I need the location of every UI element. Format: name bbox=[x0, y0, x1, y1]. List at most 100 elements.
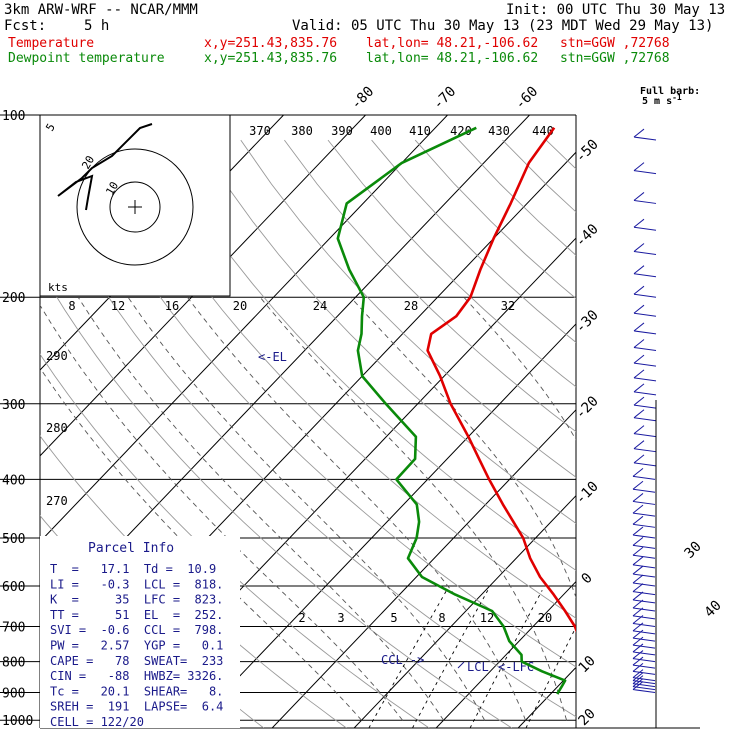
pressure-label: 200 bbox=[2, 291, 25, 306]
wind-barb-flag bbox=[633, 192, 645, 201]
wind-barb bbox=[633, 433, 657, 438]
dewpoint-station: stn=GGW ,72768 bbox=[560, 51, 670, 66]
wind-barb-flag bbox=[633, 339, 645, 348]
parcel-info-row: SREH = 191 LAPSE= 6.4 bbox=[50, 700, 223, 714]
wind-barb-flag bbox=[633, 409, 645, 419]
wind-barb bbox=[633, 404, 657, 409]
wind-barb-flag bbox=[632, 681, 644, 690]
isotherm-line bbox=[517, 666, 576, 728]
ccl-marker: CCL -> bbox=[381, 653, 424, 667]
wind-barb bbox=[633, 377, 657, 382]
isotherm-label: 0 bbox=[579, 570, 596, 587]
height-label: 270 bbox=[46, 494, 68, 508]
dry-adiabat-label: 430 bbox=[488, 124, 510, 138]
wind-barb bbox=[632, 630, 656, 635]
hodograph-speed-label: 32 bbox=[501, 299, 515, 313]
dry-adiabat-line bbox=[40, 268, 513, 728]
parcel-info-row: K = 35 LFC = 823. bbox=[50, 593, 223, 607]
wind-barb bbox=[632, 689, 656, 694]
wind-barb-flag bbox=[632, 678, 644, 687]
wind-barb-flag bbox=[632, 622, 644, 632]
isotherm-line bbox=[435, 580, 576, 728]
wind-barb-flag bbox=[632, 615, 644, 624]
wind-barb-flag bbox=[633, 454, 645, 464]
wind-barb bbox=[633, 330, 657, 335]
wind-barb bbox=[632, 591, 656, 596]
isotherm-label: -50 bbox=[573, 137, 602, 166]
dewpoint-profile bbox=[336, 126, 567, 695]
dry-adiabat-line bbox=[414, 139, 576, 300]
wind-barb bbox=[633, 250, 657, 255]
pressure-label: 600 bbox=[2, 580, 25, 595]
lfc-marker: <-LFC bbox=[498, 660, 534, 674]
moist-adiabat-line bbox=[463, 296, 576, 441]
wind-barb-flag bbox=[632, 504, 644, 514]
wind-barb-flag bbox=[633, 304, 645, 314]
wind-barb-flag bbox=[633, 162, 645, 172]
wind-barb bbox=[632, 512, 656, 517]
wind-barb bbox=[633, 136, 657, 141]
dry-adiabat-line bbox=[240, 139, 576, 478]
wind-barb bbox=[632, 651, 656, 656]
wind-barb bbox=[633, 362, 657, 367]
pressure-label: 1000 bbox=[2, 714, 33, 729]
dewpoint-legend-label: Dewpoint temperature bbox=[8, 51, 165, 66]
dry-adiabat-line bbox=[153, 139, 576, 571]
wind-barb bbox=[632, 622, 656, 627]
pressure-label: 700 bbox=[2, 620, 25, 635]
isotherm-label: -60 bbox=[512, 84, 541, 113]
moist-adiabat-line bbox=[127, 296, 485, 721]
forecast-hour-value: 5 h bbox=[84, 18, 110, 34]
wind-barb-flag bbox=[632, 515, 644, 525]
wind-barb bbox=[632, 488, 656, 493]
moist-adiabat-line bbox=[187, 296, 527, 721]
mixing-ratio-label: 2 bbox=[298, 611, 305, 625]
wind-barb-flag bbox=[633, 128, 645, 138]
wind-barb-flag bbox=[632, 629, 644, 639]
wind-barb-flag bbox=[632, 493, 644, 502]
hodograph-speed-label: 20 bbox=[233, 299, 247, 313]
wind-barb-flag bbox=[633, 285, 645, 295]
wind-barb bbox=[632, 544, 656, 549]
height-label: 290 bbox=[46, 349, 68, 363]
hodograph-center-mark bbox=[128, 200, 142, 214]
wind-barb-flag bbox=[632, 574, 644, 584]
wind-barb-flag bbox=[632, 591, 644, 601]
hodograph-speed-label: 28 bbox=[404, 299, 418, 313]
dewpoint-latlon: lat,lon= 48.21,-106.62 bbox=[366, 51, 539, 66]
isotherm-line bbox=[600, 115, 740, 728]
parcel-info-row: SVI = -0.6 CCL = 798. bbox=[50, 623, 223, 637]
isotherm-label: 20 bbox=[576, 706, 599, 729]
isotherm-line bbox=[353, 494, 576, 728]
wind-barb-flag bbox=[632, 650, 644, 659]
isotherm-label: -20 bbox=[573, 393, 602, 422]
moist-adiabat-line bbox=[716, 297, 740, 720]
mixing-ratio-line bbox=[368, 590, 447, 728]
wind-barb bbox=[633, 170, 657, 175]
wind-barb bbox=[633, 462, 657, 467]
dry-adiabat-label: 370 bbox=[249, 124, 271, 138]
parcel-info-row: CAPE = 78 SWEAT= 233 bbox=[50, 654, 223, 668]
wind-barb bbox=[632, 664, 656, 669]
wind-barb bbox=[632, 607, 656, 612]
parcel-info-row: CELL = 122/20 bbox=[50, 715, 144, 729]
wind-barb-flag bbox=[632, 556, 644, 566]
mixing-ratio-label: 12 bbox=[480, 611, 494, 625]
lcl-marker: LCL bbox=[467, 660, 489, 674]
parcel-info-row: PW = 2.57 YGP = 0.1 bbox=[50, 639, 223, 653]
dry-adiabat-line bbox=[284, 139, 576, 433]
hodograph-trace bbox=[57, 123, 153, 211]
parcel-info-box bbox=[40, 536, 240, 728]
dry-adiabat-line bbox=[677, 140, 740, 728]
dry-adiabat-line bbox=[65, 139, 576, 668]
wind-barb-flag bbox=[633, 218, 645, 228]
moist-adiabat-line bbox=[77, 296, 444, 721]
pressure-label: 100 bbox=[2, 109, 25, 124]
mixing-ratio-label: 3 bbox=[337, 611, 344, 625]
wind-barb-units: 5 m s-1 bbox=[642, 93, 682, 107]
wind-barb bbox=[632, 658, 656, 663]
wind-barb bbox=[633, 273, 657, 278]
wind-barb-legend: Full barb: bbox=[640, 86, 700, 97]
parcel-info-row: CIN = -88 HWBZ= 3326. bbox=[50, 669, 223, 683]
